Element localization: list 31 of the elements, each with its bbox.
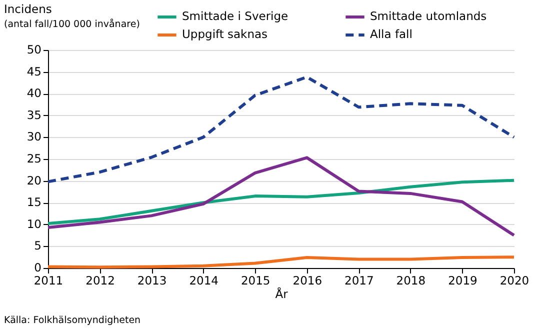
x-tick-label: 2014 bbox=[189, 274, 218, 288]
x-tick-label: 2013 bbox=[137, 274, 167, 288]
text: Källa: Folkhälsomyndigheten bbox=[4, 315, 141, 326]
x-tick-label: 2018 bbox=[396, 274, 426, 288]
y-tick-label: 25 bbox=[26, 152, 42, 166]
y-tick-label: 35 bbox=[26, 108, 42, 122]
legend-label: Uppgift saknas bbox=[182, 27, 268, 41]
x-tick-label: 2019 bbox=[448, 274, 478, 288]
line-series bbox=[46, 178, 516, 226]
y-tick-label: 20 bbox=[26, 173, 42, 188]
x-axis-title: År bbox=[275, 287, 288, 301]
line-series bbox=[46, 156, 516, 237]
x-tick-label: 2016 bbox=[292, 274, 322, 288]
legend-label: Smittade utomlands bbox=[370, 9, 487, 23]
y-tick-label: 15 bbox=[26, 195, 42, 210]
y-axis-title: Incidens (antal fall/100 000 invånare) bbox=[4, 2, 140, 30]
legend-label: Smittade i Sverige bbox=[182, 9, 288, 23]
y-tick-label: 10 bbox=[26, 216, 42, 231]
y-tick-label: 40 bbox=[26, 86, 42, 100]
legend-label: Alla fall bbox=[370, 27, 412, 41]
x-tick-label: 2015 bbox=[240, 274, 270, 288]
y-tick-label: 30 bbox=[26, 130, 42, 144]
y-tick-label: 50 bbox=[26, 42, 42, 56]
x-tick-label: 2020 bbox=[500, 274, 530, 288]
y-tick-label: 45 bbox=[26, 64, 42, 78]
y-tick-label: 0 bbox=[34, 260, 42, 274]
x-tick-label: 2011 bbox=[34, 274, 64, 288]
line-series bbox=[46, 76, 516, 184]
y-tick-label: 5 bbox=[34, 238, 42, 253]
x-tick-label: 2017 bbox=[344, 274, 374, 288]
x-tick-label: 2012 bbox=[86, 274, 115, 288]
